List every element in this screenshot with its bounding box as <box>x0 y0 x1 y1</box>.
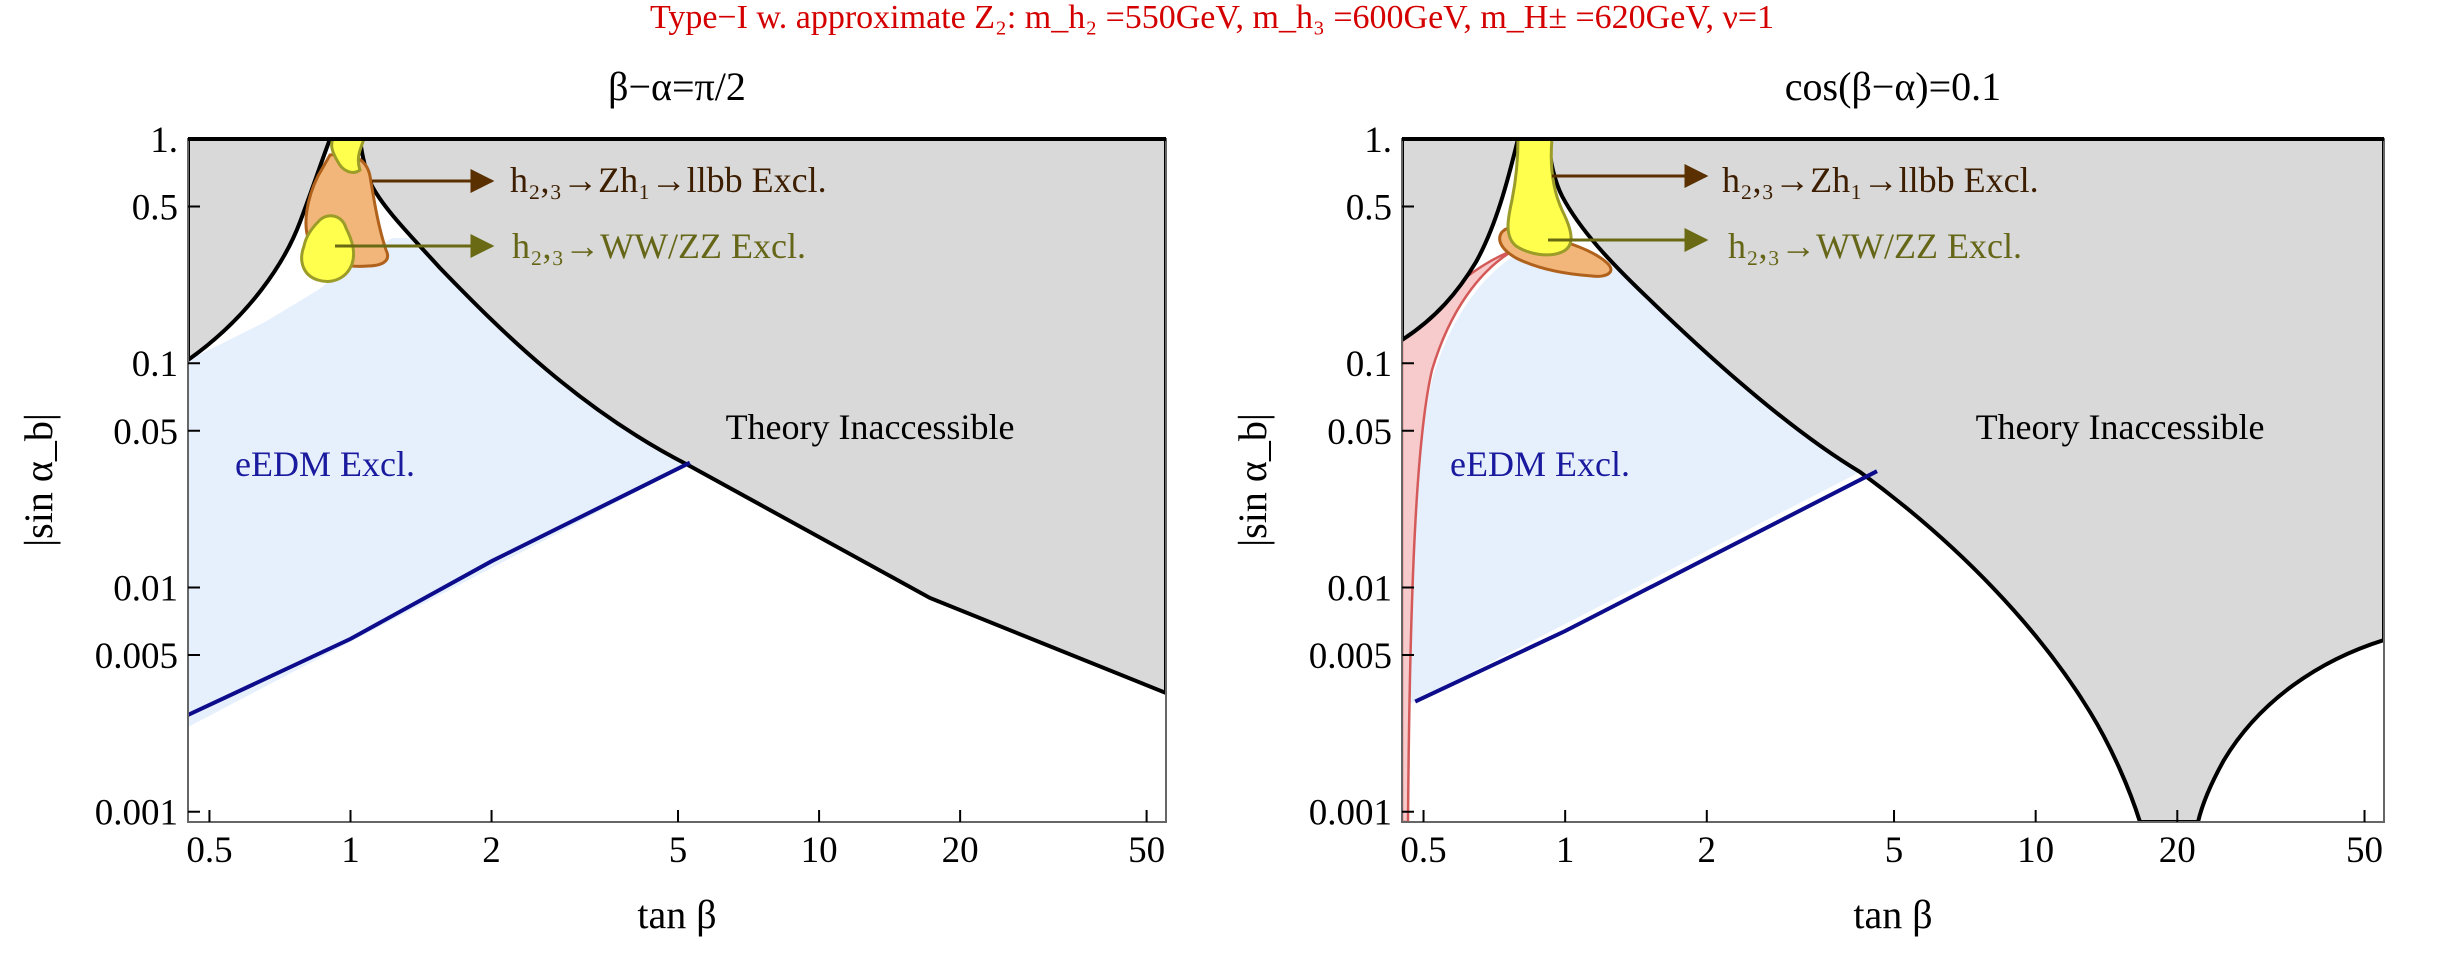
x-tick-label-left: 20 <box>942 830 979 871</box>
y-tick-label-right: 0.5 <box>1346 188 1392 229</box>
figure-suptitle: Type−I w. approximate Z₂: m_h₂ =550GeV, … <box>650 0 1774 36</box>
panel-left-ticks: 0.5 1 2 5 10 20 50 0.001 0.005 0.01 0.05 0.1 0.5 1. <box>95 120 1165 871</box>
y-tick-label-right: 0.05 <box>1327 412 1392 453</box>
x-tick-label-left: 1 <box>341 830 360 871</box>
y-tick-label-left: 0.05 <box>113 412 178 453</box>
x-tick-label-right: 1 <box>1556 830 1575 871</box>
edm-excluded-label-left: eEDM Excl. <box>235 444 415 484</box>
panel-right-xlabel: tan β <box>1853 892 1932 937</box>
theory-inaccessible-label-left: Theory Inaccessible <box>726 407 1015 447</box>
y-tick-label-left: 0.001 <box>95 793 178 834</box>
y-tick-label-right: 0.001 <box>1309 793 1392 834</box>
edm-excluded-region-left <box>188 238 688 727</box>
y-tick-label-right: 1. <box>1364 120 1392 161</box>
panel-left: β−α=π/2 0.5 1 2 5 10 20 500.0010.0050.010.050.… <box>16 64 1167 937</box>
y-tick-label-right: 0.005 <box>1309 636 1392 677</box>
y-tick-label-left: 1. <box>150 120 178 161</box>
edm-boundary-line-right <box>1414 469 1878 704</box>
panel-right: cos(β−α)=0.1 0.5 1 2 5 10 20 500.0010.0050.010… <box>1230 64 2385 937</box>
x-tick-label-left: 0.5 <box>186 830 232 871</box>
theory-region-right-right <box>1545 139 2384 822</box>
edm-boundary-line-left <box>188 460 691 717</box>
y-tick-label-right: 0.01 <box>1327 568 1392 609</box>
zh-annotation-label-left: h₂,₃→Zh₁→llbb Excl. <box>510 160 827 200</box>
x-tick-label-right: 5 <box>1885 830 1904 871</box>
zh-annotation-label-right: h₂,₃→Zh₁→llbb Excl. <box>1722 160 2039 200</box>
x-tick-label-left: 50 <box>1128 830 1165 871</box>
edm-excluded-region-right <box>1408 246 1860 705</box>
theory-inaccessible-label-right: Theory Inaccessible <box>1976 407 2265 447</box>
y-tick-label-right: 0.1 <box>1346 344 1392 385</box>
panel-left-title: β−α=π/2 <box>608 64 746 109</box>
x-tick-label-right: 2 <box>1698 830 1717 871</box>
x-tick-label-left: 2 <box>482 830 501 871</box>
panel-right-title: cos(β−α)=0.1 <box>1785 64 2001 109</box>
x-tick-label-left: 10 <box>801 830 838 871</box>
y-tick-label-left: 0.1 <box>132 344 178 385</box>
theory-region-upper-left <box>188 139 333 363</box>
x-tick-label-left: 5 <box>669 830 688 871</box>
panel-left-xlabel: tan β <box>637 892 716 937</box>
theory-region-upper-left-right <box>1402 139 1521 343</box>
x-tick-label-right: 50 <box>2346 830 2383 871</box>
panel-left-ylabel: |sin α_b| <box>16 413 61 547</box>
x-tick-label-right: 0.5 <box>1400 830 1446 871</box>
y-tick-label-left: 0.5 <box>132 188 178 229</box>
y-tick-label-left: 0.01 <box>113 568 178 609</box>
wwzz-excluded-region-left-lower <box>300 214 356 283</box>
wwzz-excluded-region-left <box>330 139 366 174</box>
wwzz-excluded-region-right <box>1506 139 1573 257</box>
wwzz-annotation-label-right: h₂,₃→WW/ZZ Excl. <box>1728 226 2022 266</box>
panel-right-ylabel: |sin α_b| <box>1230 413 1275 547</box>
y-tick-label-left: 0.005 <box>95 636 178 677</box>
edm-excluded-label-right: eEDM Excl. <box>1450 444 1630 484</box>
panel-right-ticks: 0.5 1 2 5 10 20 50 0.001 0.005 0.01 0.05 0.1 0.5 1. <box>1309 120 2383 871</box>
x-tick-label-right: 10 <box>2017 830 2054 871</box>
wwzz-annotation-label-left: h₂,₃→WW/ZZ Excl. <box>512 226 806 266</box>
x-tick-label-right: 20 <box>2159 830 2196 871</box>
